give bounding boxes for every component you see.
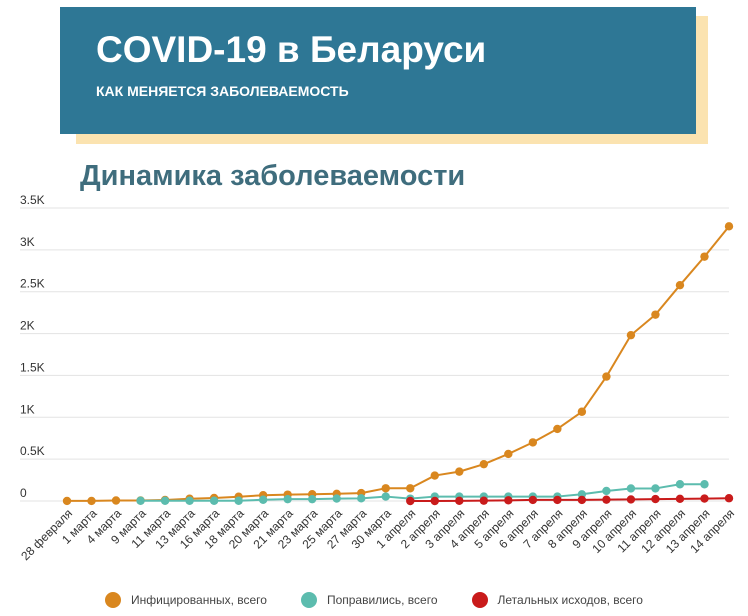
data-point [602, 495, 611, 504]
data-point [406, 484, 415, 493]
data-point [455, 496, 464, 506]
data-point [406, 496, 415, 506]
series-points [62, 222, 734, 506]
data-point [258, 495, 268, 504]
data-point [651, 310, 660, 319]
data-point [307, 494, 317, 504]
data-point [626, 330, 636, 340]
y-axis-labels: 0 0.5K 1K 1.5K 2K 2.5K 3K 3.5K [20, 193, 45, 500]
data-point [626, 484, 636, 493]
chart-legend: Инфицированных, всего Поправились, всего Л… [0, 588, 748, 612]
legend-label: Поправились, всего [326, 593, 438, 607]
data-point [553, 495, 562, 505]
data-point [430, 496, 439, 506]
legend-label: Летальных исходов, всего [497, 593, 643, 607]
data-point [504, 449, 513, 459]
data-point [504, 496, 513, 505]
data-point [602, 372, 611, 381]
data-point [479, 459, 489, 469]
chart-title: Динамика заболеваемости [80, 160, 466, 192]
data-point [111, 496, 121, 505]
data-point [234, 496, 243, 505]
data-point [724, 222, 734, 231]
legend-item-2: Поправились, всего [300, 592, 438, 608]
legend-item-3: Летальных исходов, всего [471, 592, 643, 608]
data-point [381, 492, 390, 501]
y-tick-label: 2.5K [20, 277, 45, 291]
data-point [160, 496, 170, 505]
y-tick-label: 2K [20, 319, 35, 333]
data-point [724, 494, 734, 503]
data-point [675, 480, 685, 489]
data-point [87, 496, 96, 506]
data-point [626, 495, 636, 504]
data-point [700, 252, 709, 261]
data-point [357, 494, 366, 503]
chart-grid [20, 207, 729, 502]
y-tick-label: 1.5K [20, 360, 45, 374]
legend-swatch [471, 592, 488, 608]
data-point [651, 484, 660, 493]
legend-swatch [105, 592, 122, 608]
data-point [136, 496, 145, 505]
data-point [675, 280, 685, 290]
y-tick-label: 1K [20, 402, 35, 416]
data-point [602, 486, 611, 496]
data-point [700, 480, 709, 489]
data-point [651, 494, 660, 504]
data-point [209, 496, 219, 505]
data-point [479, 496, 489, 505]
series-lines [67, 225, 730, 502]
data-point [332, 494, 341, 503]
page-title: COVID-19 в Беларуси [96, 29, 487, 70]
data-point [577, 407, 587, 416]
y-tick-label: 0 [20, 486, 27, 500]
data-point [381, 484, 390, 493]
y-tick-label: 0.5K [20, 444, 45, 458]
data-point [62, 496, 72, 506]
y-tick-label: 3.5K [20, 193, 45, 207]
legend-label: Инфицированных, всего [131, 593, 267, 607]
series-line-1 [67, 225, 730, 502]
header-banner: COVID-19 в Беларуси КАК МЕНЯЕТСЯ ЗАБОЛЕВ… [60, 7, 696, 134]
data-point [675, 494, 685, 504]
legend-swatch [300, 592, 317, 608]
data-point [553, 424, 562, 434]
y-tick-label: 3K [20, 235, 35, 249]
data-point [455, 467, 464, 476]
data-point [700, 494, 709, 503]
data-point [528, 495, 538, 505]
data-point [577, 495, 587, 505]
page-subtitle: КАК МЕНЯЕТСЯ ЗАБОЛЕВАЕМОСТЬ [96, 83, 349, 99]
legend-item-1: Инфицированных, всего [105, 592, 267, 608]
data-point [185, 496, 194, 505]
data-point [528, 438, 538, 447]
data-point [430, 471, 439, 480]
data-point [283, 494, 292, 504]
